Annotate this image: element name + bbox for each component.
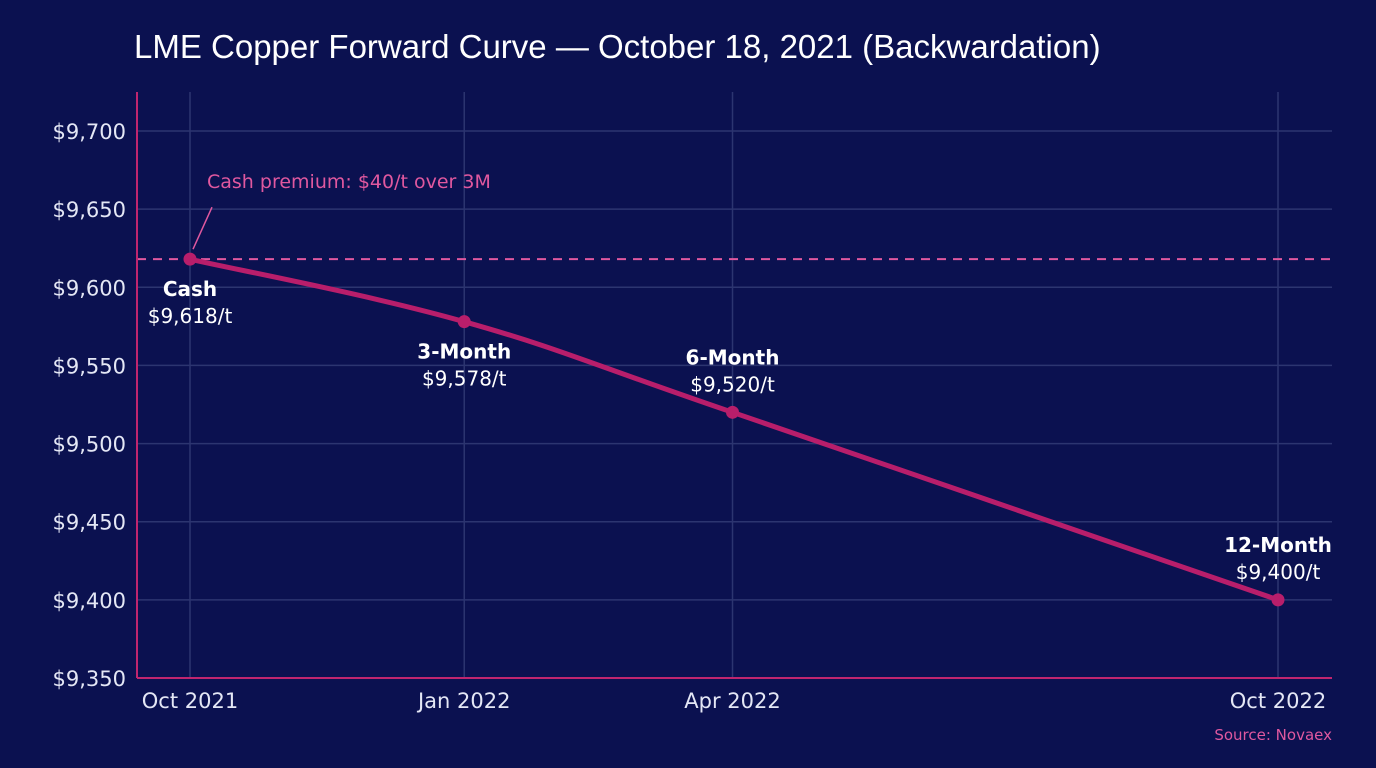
y-tick-label: $9,500 — [53, 433, 126, 457]
x-tick-label: Apr 2022 — [684, 689, 780, 713]
y-tick-label: $9,550 — [53, 354, 126, 378]
point-name-label: 12-Month — [1224, 533, 1332, 557]
y-tick-label: $9,400 — [53, 589, 126, 613]
y-tick-label: $9,650 — [53, 198, 126, 222]
axes: $9,350 $9,400 $9,450 $9,500 $9,550 $9,600 $9,6… — [53, 92, 1332, 713]
forward-curve-line — [187, 256, 1281, 603]
y-tick-label: $9,600 — [53, 276, 126, 300]
point-value-label: $9,520/t — [690, 372, 775, 396]
point-value-label: $9,400/t — [1236, 560, 1321, 584]
annotation-layer: Cash premium: $40/t over 3M — [192, 171, 491, 250]
point-value-label: $9,618/t — [148, 304, 233, 328]
source-note: Source: Novaex — [1214, 726, 1332, 744]
data-labels: Cash $9,618/t 3-Month $9,578/t 6-Month $9,520… — [148, 277, 1332, 584]
y-tick-label: $9,700 — [53, 120, 126, 144]
point-value-label: $9,578/t — [422, 367, 507, 391]
point-name-label: Cash — [163, 277, 217, 301]
point-name-label: 3-Month — [417, 340, 511, 364]
x-tick-label: Oct 2022 — [1230, 689, 1326, 713]
point-name-label: 6-Month — [686, 345, 780, 369]
data-point — [457, 315, 471, 329]
y-tick-label: $9,350 — [53, 667, 126, 691]
annotation-text: Cash premium: $40/t over 3M — [207, 171, 491, 193]
data-point — [183, 252, 197, 266]
data-point — [1271, 593, 1285, 607]
chart-title: LME Copper Forward Curve — October 18, 2… — [134, 28, 1101, 65]
series-layer — [183, 252, 1285, 607]
x-tick-label: Jan 2022 — [416, 689, 511, 713]
data-point — [726, 405, 740, 419]
y-tick-label: $9,450 — [53, 511, 126, 535]
x-tick-label: Oct 2021 — [142, 689, 238, 713]
grid-lines — [137, 92, 1332, 678]
annotation-leader-line — [192, 206, 213, 250]
